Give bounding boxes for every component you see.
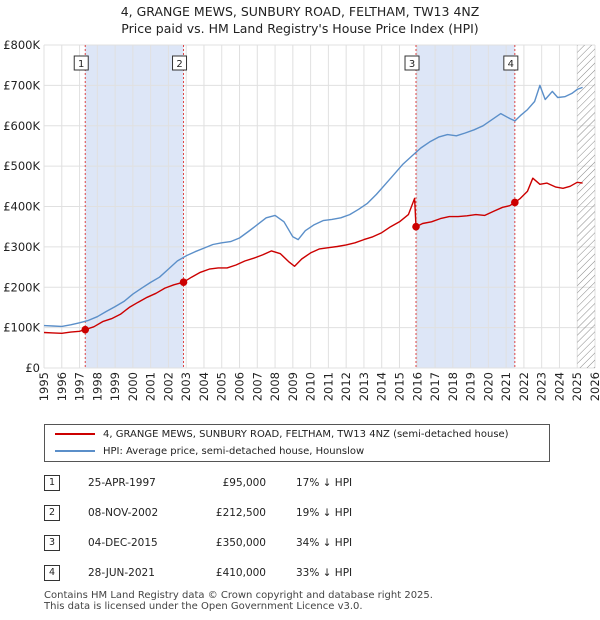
sale-marker-lines [84, 45, 516, 368]
x-tick-label: 2004 [197, 372, 211, 401]
sale-number-label: 3 [409, 59, 415, 70]
chart-title: 4, GRANGE MEWS, SUNBURY ROAD, FELTHAM, T… [0, 3, 600, 37]
x-tick-label: 2018 [446, 372, 460, 401]
x-tick-label: 2003 [179, 372, 193, 401]
sale-number-label: 2 [176, 59, 182, 70]
x-tick-label: 2015 [392, 372, 406, 401]
sale-point [511, 198, 519, 207]
x-tick-label: 2022 [517, 372, 531, 401]
x-tick-label: 2021 [499, 372, 513, 401]
legend-item-hpi: HPI: Average price, semi-detached house,… [55, 444, 364, 460]
y-tick-label: £300K [3, 240, 40, 254]
x-tick-label: 2006 [233, 372, 247, 401]
y-tick-label: £600K [3, 119, 40, 133]
hpi-line [44, 84, 583, 328]
legend-label-hpi: HPI: Average price, semi-detached house,… [103, 446, 365, 457]
sale-number-box [73, 55, 89, 71]
footer-line-1: Contains HM Land Registry data © Crown c… [44, 590, 433, 601]
title-line-1: 4, GRANGE MEWS, SUNBURY ROAD, FELTHAM, T… [120, 4, 480, 19]
sale-date: 04-DEC-2015 [88, 537, 158, 549]
table-row: 1 25-APR-1997 £95,000 17% ↓ HPI [44, 473, 444, 493]
x-tick-label: 2001 [144, 372, 158, 401]
sale-date: 25-APR-1997 [88, 477, 156, 489]
hatched-region [577, 45, 595, 368]
x-tick-label: 2020 [481, 372, 495, 401]
legend: 4, GRANGE MEWS, SUNBURY ROAD, FELTHAM, T… [44, 424, 550, 462]
y-tick-label: £700K [3, 78, 40, 92]
sale-number-boxes: 1 2 3 4 [73, 55, 519, 71]
sale-price: £212,500 [215, 507, 266, 519]
table-row: 4 28-JUN-2021 £410,000 33% ↓ HPI [44, 563, 444, 583]
legend-label-property: 4, GRANGE MEWS, SUNBURY ROAD, FELTHAM, T… [103, 429, 509, 440]
x-tick-label: 2010 [304, 372, 318, 401]
sale-number: 4 [44, 565, 60, 581]
sale-hpi-diff: 19% ↓ HPI [296, 507, 353, 519]
sale-number-box [172, 55, 188, 71]
sale-number-box [503, 55, 519, 71]
sale-price: £410,000 [215, 567, 266, 579]
x-tick-label: 2012 [339, 372, 353, 401]
legend-swatch-hpi [55, 450, 95, 452]
x-axis-ticks: 1995 1996 1997 1998 1999 2000 2001 2002 2003 2004… [37, 372, 600, 401]
title-line-2: Price paid vs. HM Land Registry's House … [121, 21, 479, 36]
series-lines [44, 84, 583, 334]
sale-number: 1 [44, 475, 60, 491]
x-tick-label: 1996 [55, 372, 69, 401]
table-row: 3 04-DEC-2015 £350,000 34% ↓ HPI [44, 533, 444, 553]
x-tick-label: 1999 [108, 372, 122, 401]
sale-date: 08-NOV-2002 [88, 507, 159, 519]
x-tick-label: 1997 [73, 372, 87, 401]
sale-point [412, 222, 420, 231]
x-tick-label: 1995 [37, 372, 51, 401]
sale-number-box [404, 55, 420, 71]
y-axis-ticks: £0 £100K £200K £300K £400K £500K £600K £700K £80… [3, 38, 40, 375]
sale-number-label: 1 [78, 59, 84, 70]
y-tick-label: £800K [3, 38, 40, 52]
sale-hpi-diff: 17% ↓ HPI [296, 477, 353, 489]
y-tick-label: £200K [3, 280, 40, 294]
footer-line-2: This data is licensed under the Open Gov… [44, 601, 363, 612]
x-tick-label: 2009 [286, 372, 300, 401]
sale-price: £95,000 [222, 477, 266, 489]
x-tick-label: 2024 [552, 372, 566, 401]
x-tick-label: 2000 [126, 372, 140, 401]
y-tick-label: £500K [3, 159, 40, 173]
legend-swatch-property [55, 433, 95, 435]
sale-number: 2 [44, 505, 60, 521]
x-tick-label: 2023 [535, 372, 549, 401]
sale-point [179, 278, 188, 287]
sale-points [81, 198, 519, 334]
x-tick-label: 2025 [570, 372, 584, 401]
forecast-hatch [577, 45, 595, 368]
sale-number: 3 [44, 535, 60, 551]
y-tick-label: £400K [3, 200, 40, 214]
y-tick-label: £100K [3, 321, 40, 335]
x-tick-label: 2013 [357, 372, 371, 401]
property-price-line [44, 177, 583, 334]
sale-price: £350,000 [215, 537, 266, 549]
legend-item-property: 4, GRANGE MEWS, SUNBURY ROAD, FELTHAM, T… [55, 427, 509, 443]
sale-hpi-diff: 33% ↓ HPI [296, 567, 353, 579]
table-row: 2 08-NOV-2002 £212,500 19% ↓ HPI [44, 503, 444, 523]
x-tick-label: 2016 [410, 372, 424, 401]
footer: Contains HM Land Registry data © Crown c… [44, 590, 433, 612]
x-tick-label: 2002 [161, 372, 175, 401]
x-tick-label: 2017 [428, 372, 442, 401]
sale-point [81, 325, 90, 334]
x-tick-label: 2019 [464, 372, 478, 401]
x-tick-label: 2014 [375, 372, 389, 401]
x-tick-label: 2026 [588, 372, 600, 401]
x-tick-label: 2005 [215, 372, 229, 401]
x-tick-label: 2011 [321, 372, 335, 401]
x-tick-label: 2007 [250, 372, 264, 401]
y-tick-label: £0 [25, 361, 40, 375]
sale-date: 28-JUN-2021 [88, 567, 155, 579]
x-tick-label: 1998 [90, 372, 104, 401]
price-chart: 1 2 3 4 £0 £100K £200K £300K £400K £500K £600K £70… [3, 38, 600, 401]
sale-hpi-diff: 34% ↓ HPI [296, 537, 353, 549]
x-tick-label: 2008 [268, 372, 282, 401]
sale-number-label: 4 [508, 59, 514, 70]
